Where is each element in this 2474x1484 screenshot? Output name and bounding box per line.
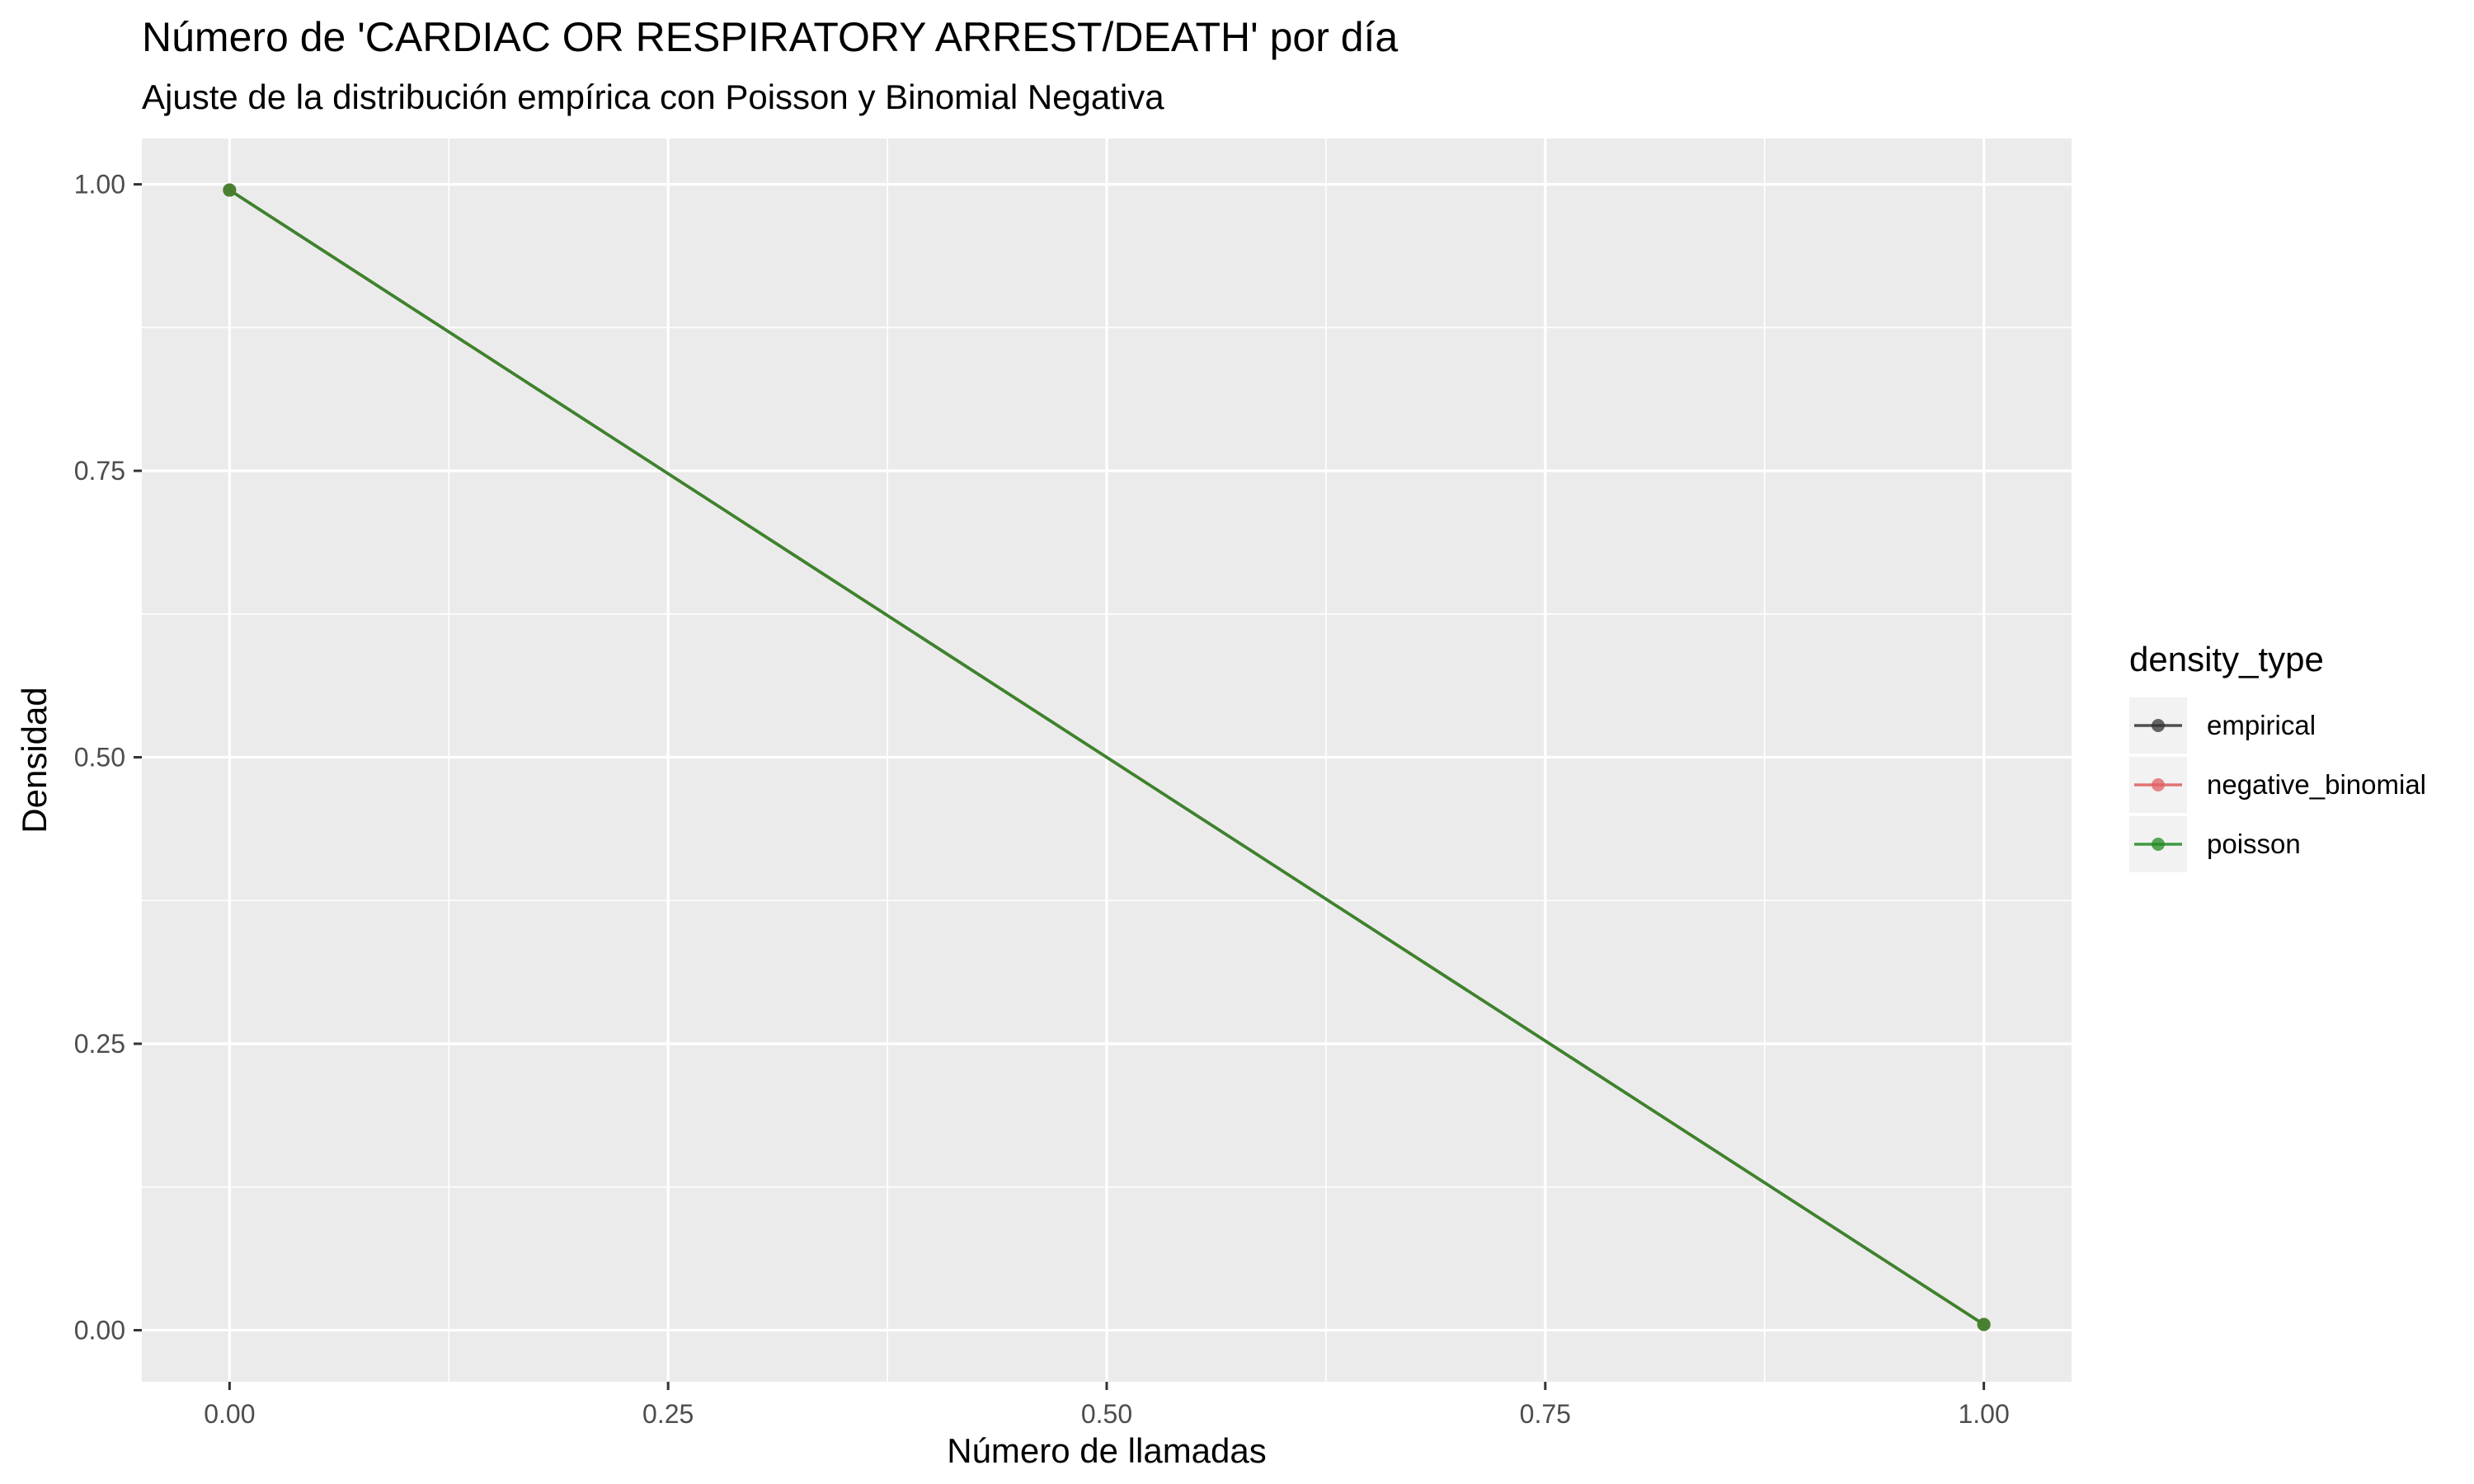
x-tick-label: 0.25 <box>642 1399 694 1429</box>
series-lines <box>228 189 1985 1327</box>
y-axis-label: Densidad <box>15 687 54 833</box>
legend-key-point-poisson <box>2152 838 2165 851</box>
series-points <box>223 183 1991 1331</box>
x-axis-label: Número de llamadas <box>947 1431 1267 1470</box>
x-tick-label: 1.00 <box>1958 1399 2009 1429</box>
legend-key-point-negative_binomial <box>2152 778 2165 791</box>
y-tick-label: 0.00 <box>74 1315 125 1345</box>
x-tick-label: 0.50 <box>1081 1399 1132 1429</box>
data-point-poisson <box>1977 1317 1991 1331</box>
y-tick-label: 1.00 <box>74 170 125 200</box>
x-tick-label: 0.00 <box>204 1399 255 1429</box>
y-tick-label: 0.50 <box>74 743 125 773</box>
x-axis: 0.00 0.25 0.50 0.75 1.00 <box>204 1382 2010 1429</box>
data-point-poisson <box>223 183 237 197</box>
x-tick-label: 0.75 <box>1520 1399 1571 1429</box>
y-tick-label: 0.75 <box>74 456 125 486</box>
y-axis: 0.00 0.25 0.50 0.75 1.00 <box>74 170 142 1345</box>
legend-title: density_type <box>2129 640 2324 679</box>
legend-key-point-empirical <box>2152 719 2165 732</box>
chart-subtitle: Ajuste de la distribución empírica con P… <box>142 77 1164 116</box>
chart-title: Número de 'CARDIAC OR RESPIRATORY ARREST… <box>142 14 1398 60</box>
legend-label: negative_binomial <box>2207 769 2426 800</box>
grid-major <box>142 139 2072 1382</box>
legend-label: poisson <box>2207 829 2301 859</box>
series-line-poisson <box>228 189 1985 1327</box>
legend-label: empirical <box>2207 710 2316 740</box>
legend: density_type empirical negative_binomialp… <box>2129 640 2426 872</box>
y-tick-label: 0.25 <box>74 1029 125 1059</box>
